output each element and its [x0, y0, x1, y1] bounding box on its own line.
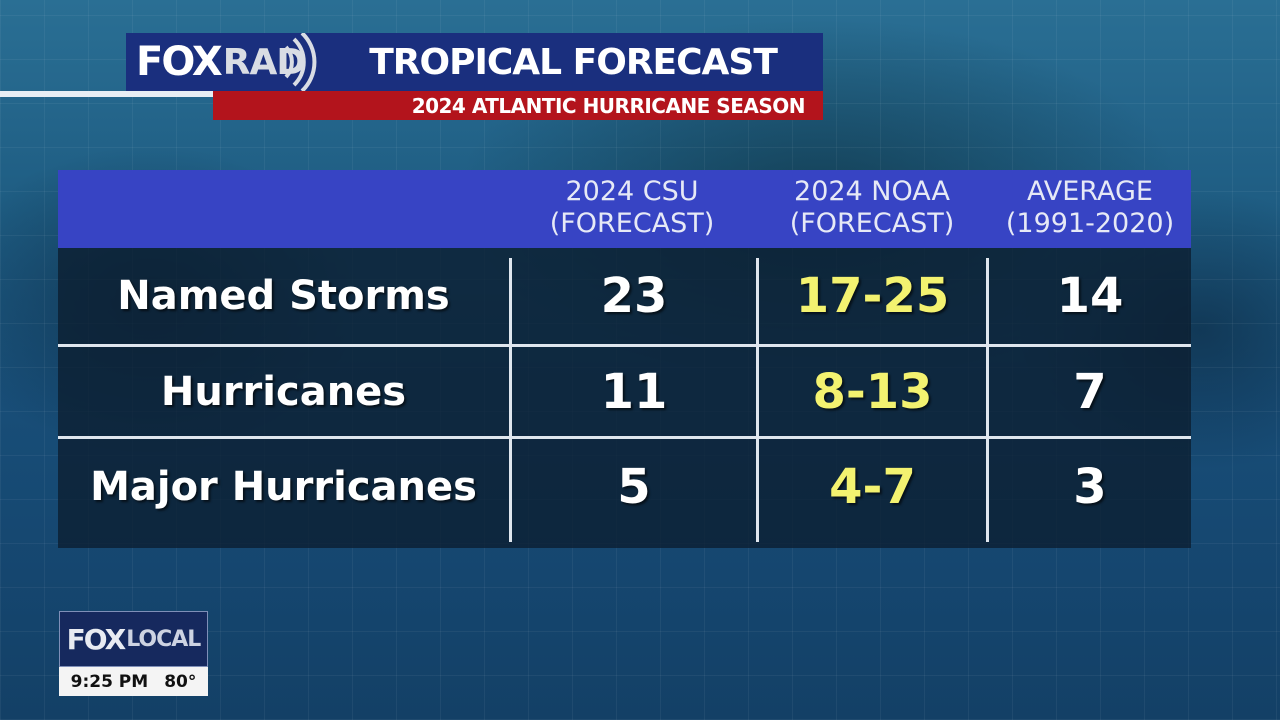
cell-csu-named-storms: 23 [600, 268, 668, 324]
bug-local-text: LOCAL [126, 626, 201, 652]
cell-average-named-storms: 14 [1056, 268, 1124, 324]
clock-time: 9:25 PM [70, 671, 149, 692]
column-divider [509, 258, 512, 542]
cell-average-major-hurricanes: 3 [1073, 459, 1107, 515]
bug-fox-text: FOX [66, 622, 127, 656]
header-accent-line [0, 91, 220, 97]
column-header-noaa: 2024 NOAA (FORECAST) [758, 176, 986, 240]
column-header-line2: (FORECAST) [789, 208, 955, 239]
fox-local-logo: FOX LOCAL [59, 611, 208, 667]
row-divider [58, 344, 1191, 347]
column-header-csu: 2024 CSU (FORECAST) [510, 176, 754, 240]
cell-csu-major-hurricanes: 5 [617, 459, 651, 515]
column-header-line1: 2024 CSU [565, 176, 699, 207]
row-label-hurricanes: Hurricanes [160, 368, 407, 415]
column-header-line1: 2024 NOAA [794, 176, 950, 207]
page-title: TROPICAL FORECAST [369, 41, 778, 83]
cell-csu-hurricanes: 11 [600, 363, 668, 420]
cell-noaa-major-hurricanes: 4-7 [829, 459, 916, 515]
row-label-major-hurricanes: Major Hurricanes [90, 464, 477, 510]
column-header-line2: (1991-2020) [1005, 208, 1175, 239]
column-header-average: AVERAGE (1991-2020) [989, 176, 1191, 240]
cell-noaa-hurricanes: 8-13 [812, 363, 933, 420]
row-divider [58, 436, 1191, 439]
column-divider [756, 258, 759, 542]
radar-waves-icon [284, 33, 317, 91]
time-temp-bar: 9:25 PM 80° [59, 667, 208, 696]
column-header-line2: (FORECAST) [549, 208, 715, 239]
column-divider [986, 258, 989, 542]
header-bar: FOX RAD TROPICAL FORECAST [126, 33, 823, 91]
brand-fox-text: FOX [136, 39, 223, 85]
current-temperature: 80° [164, 671, 197, 692]
cell-noaa-named-storms: 17-25 [795, 268, 950, 324]
column-header-line1: AVERAGE [1027, 176, 1153, 207]
table-header: 2024 CSU (FORECAST) 2024 NOAA (FORECAST)… [58, 170, 1191, 248]
foxrad-logo: FOX RAD [126, 33, 317, 91]
cell-average-hurricanes: 7 [1073, 363, 1107, 420]
row-label-named-storms: Named Storms [117, 273, 450, 319]
forecast-table: Named Storms 23 17-25 14 Hurricanes 11 8… [58, 248, 1191, 548]
page-subtitle: 2024 ATLANTIC HURRICANE SEASON [213, 91, 823, 120]
